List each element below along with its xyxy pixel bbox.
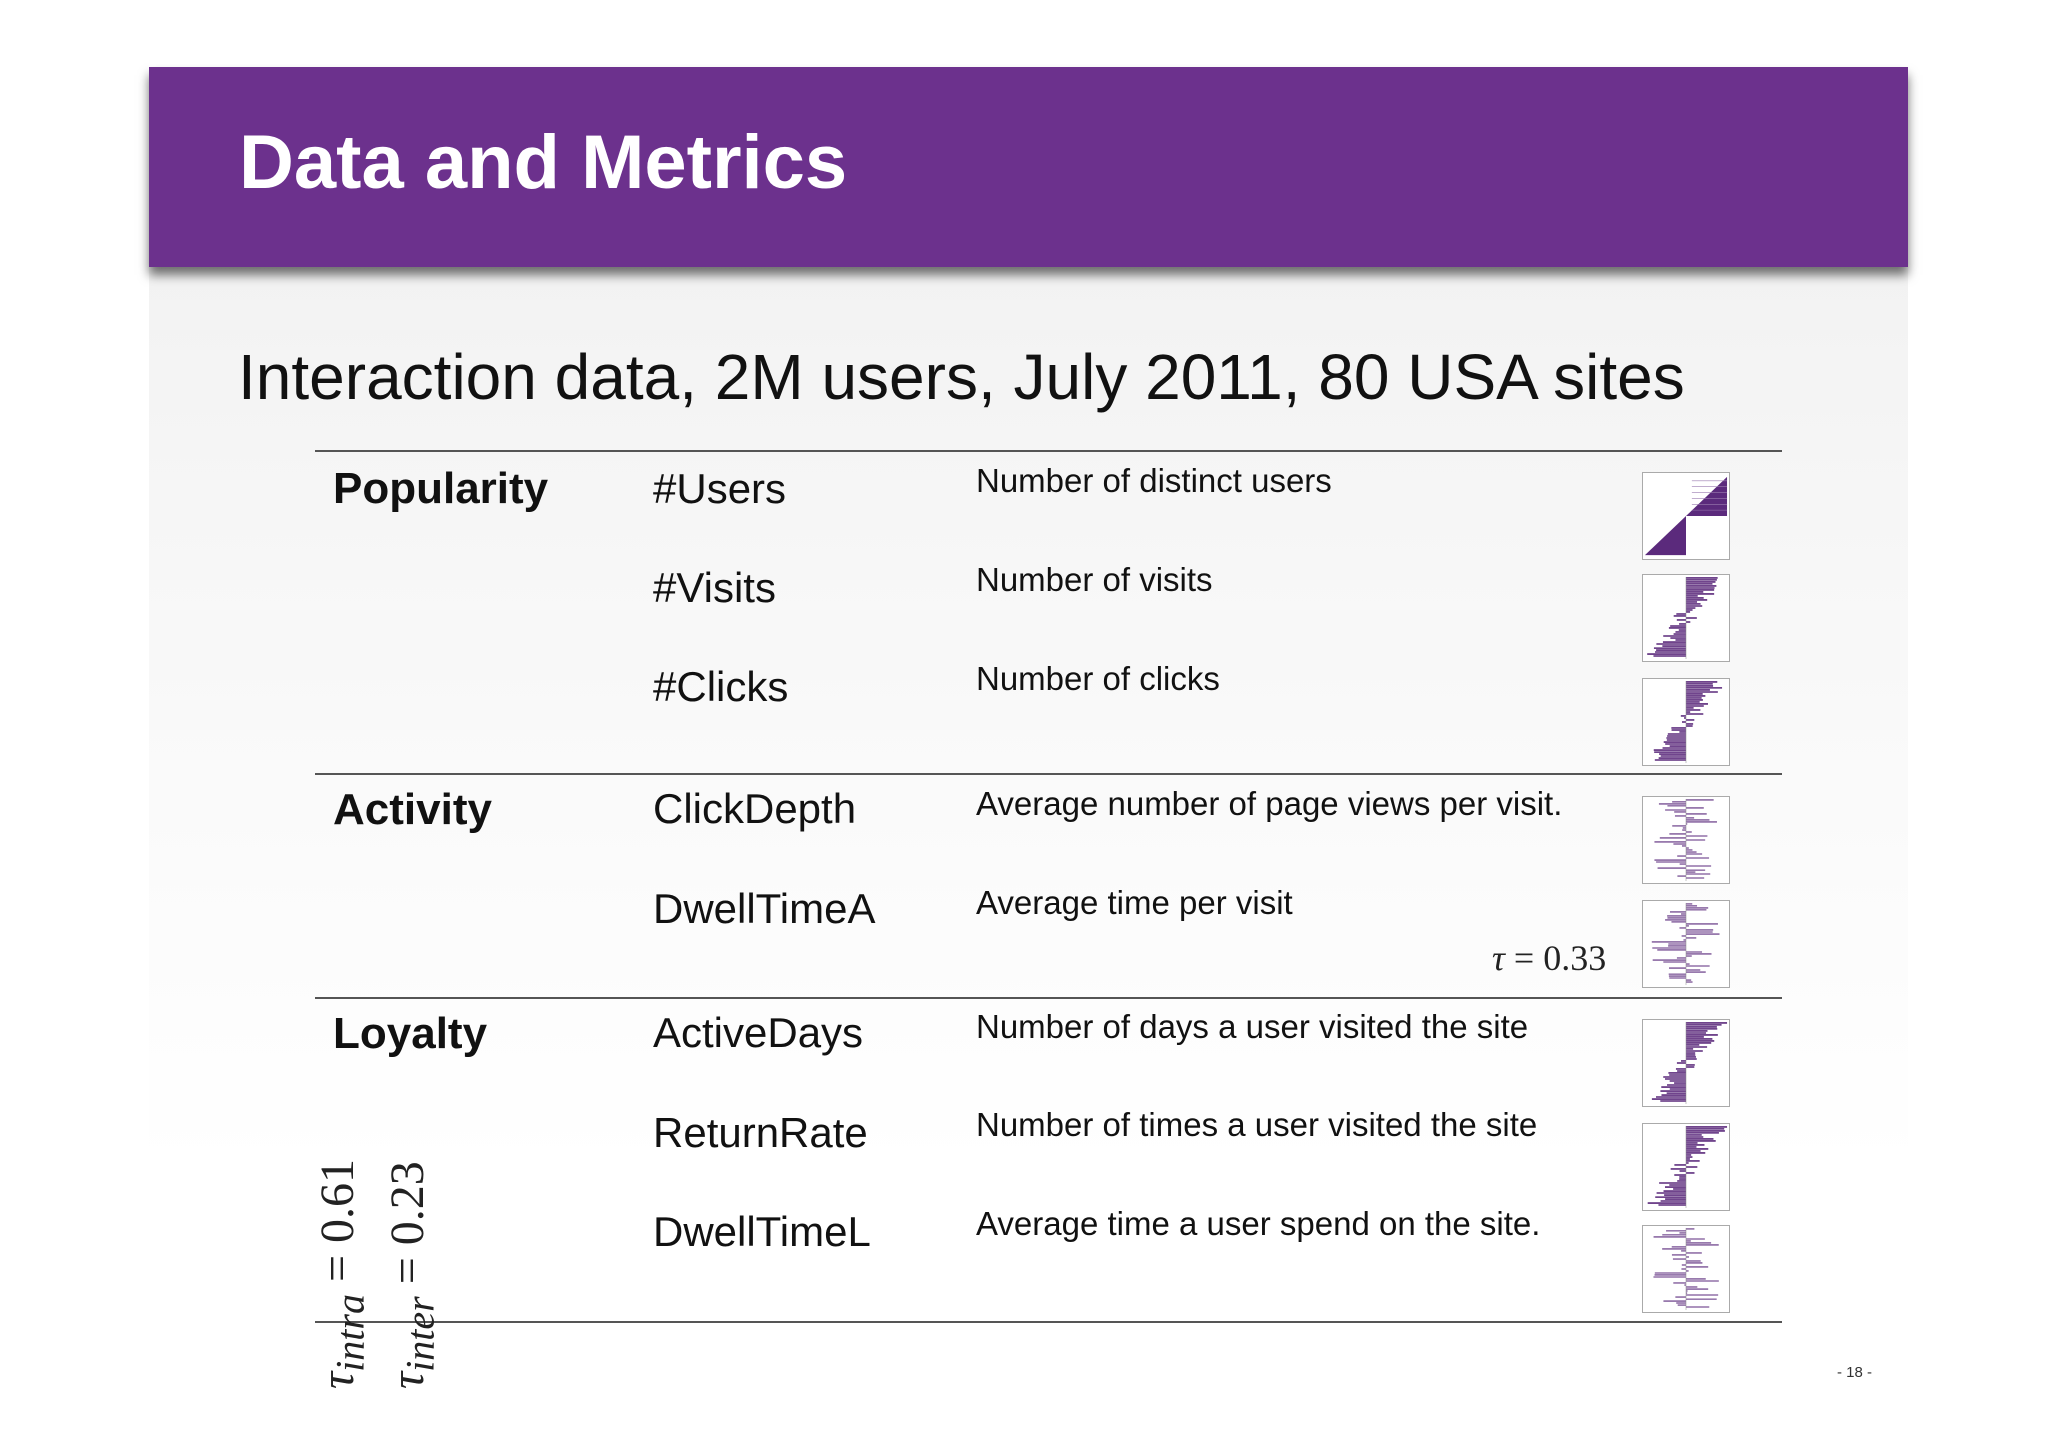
sparkline-returnrate <box>1642 1123 1730 1211</box>
tau-inter-value: = 0.23 <box>381 1161 434 1285</box>
slide-header: Data and Metrics <box>149 67 1908 267</box>
metric-desc-activedays: Number of days a user visited the site <box>976 1008 1529 1045</box>
tau-activity-annotation: τ = 0.33 <box>1492 940 1606 976</box>
metric-name-clicks: #Clicks <box>653 663 789 710</box>
group-label-loyalty: Loyalty <box>333 1009 488 1058</box>
tau-intra-subscript: intra <box>327 1294 373 1372</box>
metric-name-dwelltimel: DwellTimeL <box>653 1208 871 1255</box>
slide: Data and Metrics Interaction data, 2M us… <box>149 67 1908 1447</box>
sparkline-clicks <box>1642 678 1730 766</box>
metric-desc-visits: Number of visits <box>976 561 1213 598</box>
sparkline-dwelltimea <box>1642 900 1730 988</box>
sparkline-activedays <box>1642 1019 1730 1107</box>
tau-inter-symbol: τ <box>381 1371 434 1389</box>
group-label-activity: Activity <box>333 785 492 834</box>
tau-intra-annotation: τintra = 0.61 <box>311 1158 373 1389</box>
tau-intra-value: = 0.61 <box>311 1158 364 1283</box>
metric-name-clickdepth: ClickDepth <box>653 785 857 832</box>
slide-subtitle: Interaction data, 2M users, July 2011, 8… <box>238 341 1685 413</box>
table-rule-loyalty <box>315 997 1782 999</box>
table-rule-bottom <box>315 1321 1782 1323</box>
metric-name-dwelltimea: DwellTimeA <box>653 885 876 932</box>
metric-name-visits: #Visits <box>653 564 776 611</box>
metric-name-activedays: ActiveDays <box>653 1009 864 1056</box>
metric-desc-clicks: Number of clicks <box>976 660 1220 697</box>
page-number: - 18 - <box>1837 1364 1873 1381</box>
sparkline-visits <box>1642 574 1730 662</box>
metric-desc-users: Number of distinct users <box>976 462 1332 499</box>
sparkline-users <box>1642 472 1730 560</box>
metric-desc-dwelltimea: Average time per visit <box>976 884 1293 921</box>
metric-name-users: #Users <box>653 465 787 512</box>
table-rule-activity <box>315 773 1782 775</box>
sparkline-clickdepth <box>1642 796 1730 884</box>
metric-desc-clickdepth: Average number of page views per visit. <box>976 785 1563 822</box>
group-label-popularity: Popularity <box>333 464 549 513</box>
tau-activity-value: = 0.33 <box>1513 938 1607 978</box>
metric-desc-dwelltimel: Average time a user spend on the site. <box>976 1205 1541 1242</box>
metric-name-returnrate: ReturnRate <box>653 1109 868 1156</box>
table-rule-top <box>315 450 1782 452</box>
slide-title: Data and Metrics <box>239 120 848 205</box>
tau-symbol: τ <box>1492 938 1505 978</box>
sparkline-dwelltimel <box>1642 1225 1730 1313</box>
tau-intra-symbol: τ <box>311 1371 364 1389</box>
tau-inter-subscript: inter <box>397 1296 443 1372</box>
metric-desc-returnrate: Number of times a user visited the site <box>976 1106 1538 1143</box>
tau-inter-annotation: τinter = 0.23 <box>381 1161 443 1389</box>
